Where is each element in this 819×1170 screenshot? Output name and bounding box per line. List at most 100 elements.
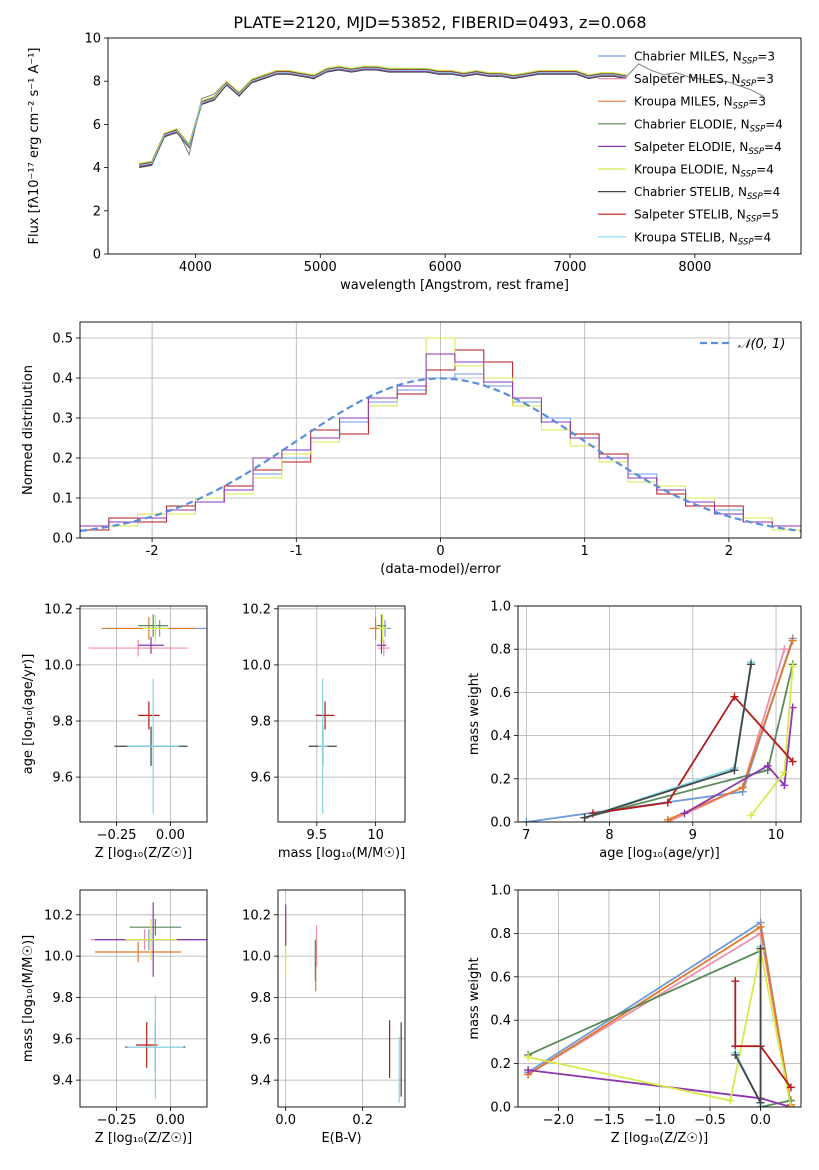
spectrum-panel: 4000 5000 6000 7000 8000 0 2 4 6 8 10 wavelength [A… <box>27 32 802 293</box>
weight-marker <box>780 781 789 790</box>
axes-frame <box>79 605 208 823</box>
weight-line <box>592 695 794 815</box>
weight-marker <box>731 977 740 986</box>
y-tick-label: 9.8 <box>52 715 73 730</box>
weight-marker <box>663 815 672 822</box>
x-tick-label: 8 <box>605 828 613 843</box>
y-tick-label: 9.4 <box>250 1074 271 1089</box>
weight-marker <box>731 1050 740 1059</box>
y-tick-label: 9.6 <box>250 771 271 786</box>
y-axis-label: Normed distribution <box>21 365 36 495</box>
y-axis-label: mass weight <box>467 957 482 1039</box>
y-tick-label: 1.0 <box>490 884 511 899</box>
y-tick-label: 0.1 <box>52 492 73 507</box>
y-tick-label: 6 <box>93 118 101 133</box>
x-tick-label: 0.2 <box>352 1113 373 1128</box>
histogram-step <box>80 353 801 538</box>
y-tick-label: 9.6 <box>52 771 73 786</box>
x-tick-label: 6000 <box>429 260 462 275</box>
weight-marker <box>730 766 739 775</box>
y-tick-label: 9.8 <box>52 991 73 1006</box>
x-tick-label: 7000 <box>553 260 586 275</box>
x-tick-label: 0.00 <box>156 1113 185 1128</box>
x-tick-label: 0.00 <box>156 828 185 843</box>
x-tick-label: −0.25 <box>97 1113 137 1128</box>
legend-entry: 𝒩(0, 1) <box>738 337 785 352</box>
y-tick-label: 0 <box>93 248 101 263</box>
mass-vs-Z-plot-area <box>90 902 207 1099</box>
x-tick-label: 9 <box>689 828 697 843</box>
x-tick-label: 5000 <box>304 260 337 275</box>
y-tick-label: 9.8 <box>250 715 271 730</box>
weight-vs-Z-plot-area <box>524 918 795 1107</box>
x-axis-label: E(B-V) <box>321 1131 361 1146</box>
weight-marker <box>680 809 689 818</box>
age-vs-Z-panel: −0.25 0.00 9.6 9.8 10.0 10.2 Z [log₁₀(Z/Z☉)] ag… <box>21 602 208 861</box>
legend-entry: Chabrier STELIB, NSSP=4 <box>634 185 780 202</box>
weight-marker <box>788 636 797 645</box>
x-tick-label: 9.5 <box>306 828 327 843</box>
y-tick-label: 10.2 <box>242 908 271 923</box>
y-tick-label: 0.2 <box>490 772 511 787</box>
y-tick-label: 9.6 <box>52 1032 73 1047</box>
weight-line <box>734 981 792 1089</box>
y-tick-label: 0.3 <box>52 412 73 427</box>
mass-vs-Z-panel: −0.25 0.00 9.4 9.6 9.8 10.0 10.2 Z [log₁₀(Z/Z☉)… <box>21 889 208 1146</box>
y-tick-label: 0.4 <box>52 372 73 387</box>
y-tick-label: 0.2 <box>490 1057 511 1072</box>
x-tick-label: -1 <box>290 544 303 559</box>
mass-vs-EBV-panel: 0.0 0.2 9.4 9.6 9.8 10.0 10.2 E(B-V) <box>242 889 406 1146</box>
weight-marker <box>522 818 531 822</box>
y-axis-label: Flux [fλ10⁻¹⁷ erg cm⁻² s⁻¹ A⁻¹] <box>27 48 42 245</box>
y-tick-label: 10.0 <box>44 658 73 673</box>
weight-marker <box>786 1083 795 1092</box>
weight-marker <box>763 761 772 770</box>
y-tick-label: 0.8 <box>490 643 511 658</box>
y-tick-label: 1.0 <box>490 600 511 615</box>
axes-frame <box>517 889 802 1108</box>
axes-frame <box>277 605 406 823</box>
y-tick-label: 0.0 <box>52 532 73 547</box>
y-tick-label: 0.0 <box>490 1101 511 1116</box>
x-axis-label: Z [log₁₀(Z/Z☉)] <box>95 1131 192 1146</box>
spectrum-model-line <box>139 69 627 168</box>
y-tick-label: 9.8 <box>250 991 271 1006</box>
x-tick-label: −2.0 <box>543 1113 575 1128</box>
spectrum-legend: Chabrier MILES, NSSP=3 Salpeter MILES, NS… <box>598 50 783 247</box>
normal-curve <box>80 377 801 533</box>
spectrum-plot-area <box>139 63 764 169</box>
residuals-plot-area <box>80 337 801 538</box>
weight-marker <box>747 660 756 669</box>
y-tick-label: 9.6 <box>250 1032 271 1047</box>
weight-line <box>527 950 792 1107</box>
y-tick-label: 4 <box>93 161 101 176</box>
age-vs-Z-plot-area <box>88 614 207 814</box>
figure-title: PLATE=2120, MJD=53852, FIBERID=0493, z=0… <box>233 13 646 32</box>
legend-entry: Kroupa ELODIE, NSSP=4 <box>634 163 774 180</box>
y-tick-label: 2 <box>93 204 101 219</box>
y-axis-label: age [log₁₀(age/yr)] <box>21 654 36 775</box>
y-tick-label: 0.0 <box>490 816 511 831</box>
y-tick-label: 10 <box>84 32 101 47</box>
y-tick-label: 10.2 <box>242 602 271 617</box>
x-tick-label: 10 <box>367 828 384 843</box>
x-axis-label: Z [log₁₀(Z/Z☉)] <box>95 846 192 861</box>
weight-vs-age-plot-area <box>522 634 797 822</box>
weight-marker <box>524 1053 533 1062</box>
spectrum-model-line <box>139 67 627 166</box>
weight-marker <box>786 1103 795 1107</box>
weight-marker <box>756 922 765 931</box>
axes-frame <box>517 605 802 823</box>
x-tick-label: 4000 <box>179 260 212 275</box>
y-tick-label: 10.0 <box>242 950 271 965</box>
weight-marker <box>726 1096 735 1105</box>
weight-marker <box>730 692 739 701</box>
y-tick-label: 9.4 <box>52 1074 73 1089</box>
weight-marker <box>738 783 747 792</box>
legend-entry: Kroupa MILES, NSSP=3 <box>634 95 766 112</box>
age-vs-mass-panel: 9.5 10 9.6 9.8 10.0 10.2 mass [log₁₀(M/M☉)] <box>242 602 406 861</box>
mass-vs-EBV-plot-area <box>285 904 402 1103</box>
x-tick-label: 10 <box>768 828 785 843</box>
